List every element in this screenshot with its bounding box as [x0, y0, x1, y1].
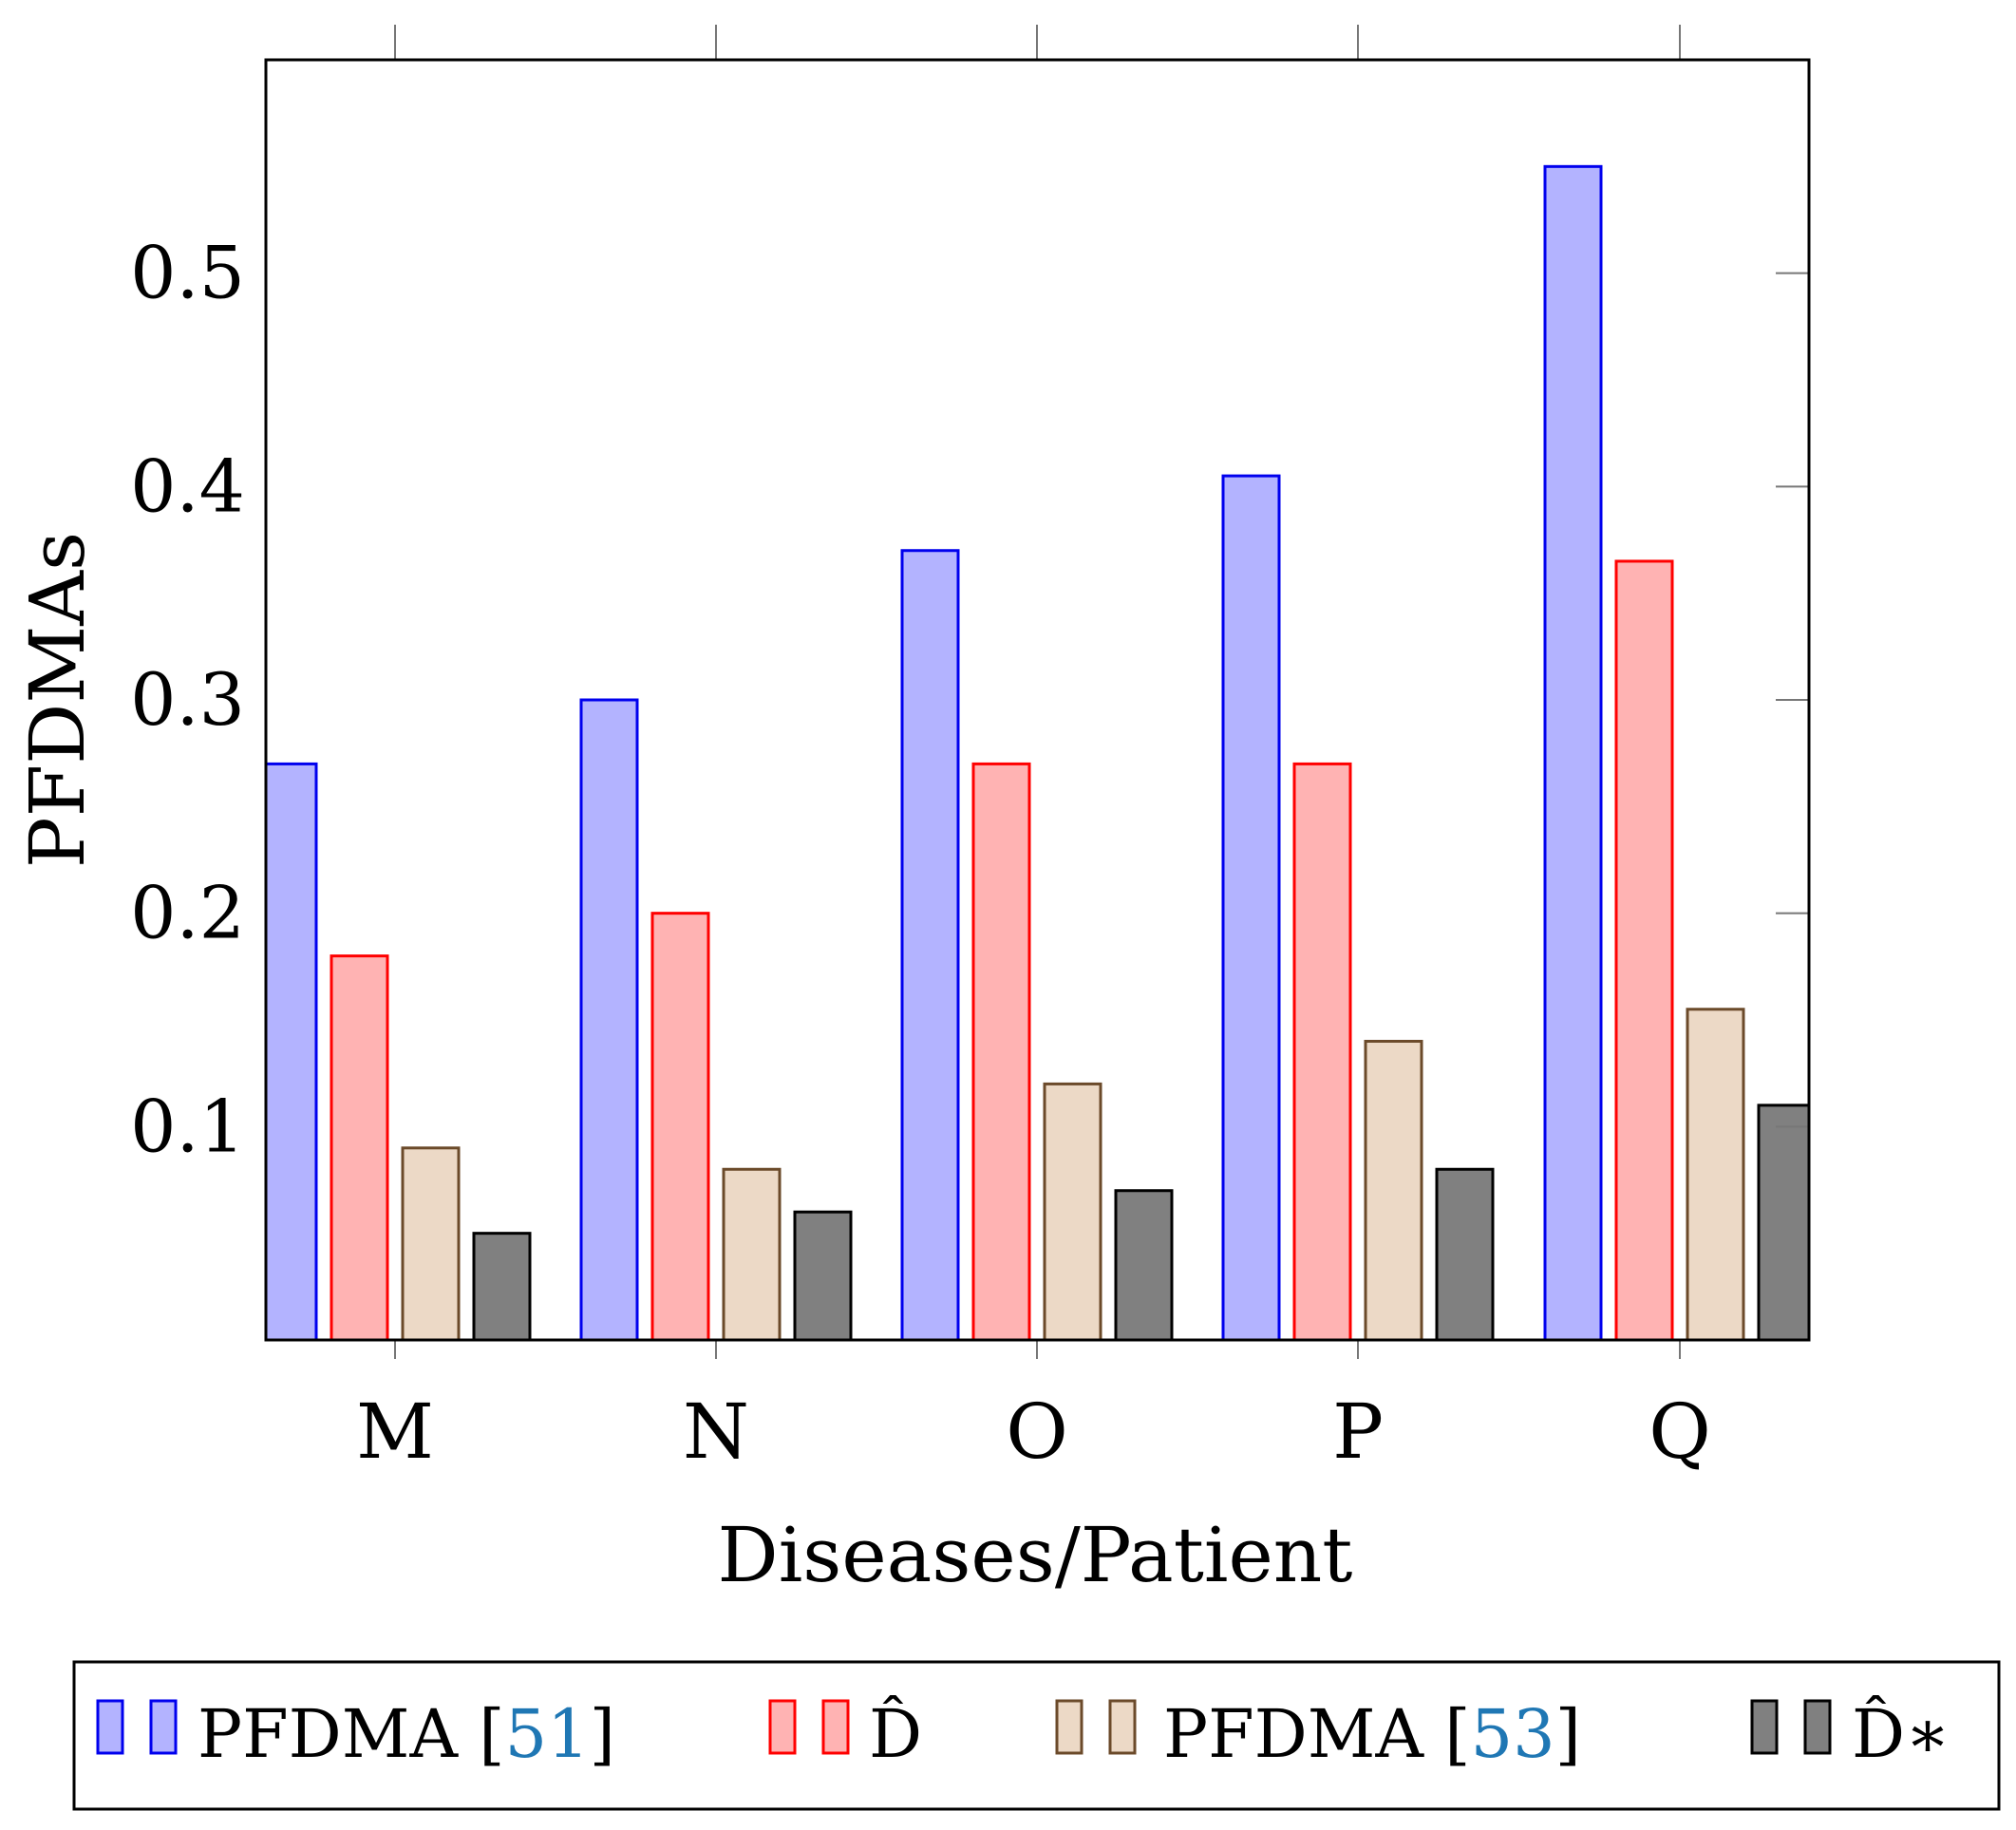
bar-o-series-4 [1114, 1189, 1174, 1340]
x-tick-label-o: O [1006, 1387, 1068, 1476]
legend-swatch [149, 1699, 178, 1755]
legend-swatch [1055, 1699, 1083, 1755]
bars-layer [266, 164, 1809, 1340]
y-tick-label: 0.3 [130, 657, 245, 742]
x-tick-labels: M N O P Q [356, 1387, 1711, 1476]
legend-swatch [1803, 1699, 1832, 1755]
legend-swatch [1750, 1699, 1779, 1755]
x-tick-label-p: P [1332, 1387, 1384, 1476]
x-tick-label-m: M [356, 1387, 434, 1476]
legend-label-1: PFDMA [51] [198, 1695, 615, 1773]
bar-m-series-1 [266, 762, 318, 1340]
y-tick-label: 0.4 [130, 443, 245, 528]
bar-p-series-3 [1364, 1039, 1423, 1340]
y-tick-label: 0.5 [130, 231, 245, 315]
x-tick-label-q: Q [1649, 1387, 1711, 1476]
bar-n-series-3 [722, 1167, 782, 1340]
bar-q-series-3 [1686, 1008, 1745, 1340]
bar-p-series-4 [1435, 1167, 1495, 1340]
legend-label-3: PFDMA [53] [1163, 1695, 1581, 1773]
legend-swatch [821, 1699, 850, 1755]
bar-o-series-3 [1043, 1082, 1102, 1340]
bar-q-series-1 [1543, 164, 1603, 1340]
legend-label-4: D̂∗ [1852, 1695, 1950, 1773]
bar-o-series-1 [900, 549, 960, 1340]
y-tick-labels: 0.1 0.2 0.3 0.4 0.5 [130, 231, 245, 1169]
bar-n-series-4 [793, 1210, 853, 1340]
y-axis-label: PFDMAs [13, 532, 102, 868]
bar-n-series-2 [650, 912, 710, 1340]
ticks-layer [394, 25, 1809, 1359]
legend-swatch [768, 1699, 797, 1755]
legend-swatch [96, 1699, 124, 1755]
bar-q-series-2 [1614, 559, 1674, 1340]
bar-p-series-1 [1221, 474, 1281, 1340]
x-axis-label: Diseases/Patient [718, 1511, 1353, 1599]
bar-q-series-4 [1757, 1104, 1809, 1340]
bar-m-series-4 [472, 1232, 532, 1340]
legend-label-2: D̂ [869, 1695, 922, 1773]
legend-box [72, 1660, 2001, 1811]
bar-n-series-1 [579, 698, 639, 1340]
bar-p-series-2 [1292, 762, 1352, 1340]
bar-o-series-2 [971, 762, 1031, 1340]
legend-swatch [1108, 1699, 1137, 1755]
x-tick-label-n: N [683, 1387, 749, 1476]
y-tick-label: 0.2 [130, 871, 245, 955]
y-tick-label: 0.1 [130, 1084, 245, 1168]
bar-m-series-3 [401, 1146, 461, 1340]
plot-frame [264, 58, 1811, 1342]
legend: PFDMA [51] D̂ PFDMA [53] D̂∗ [96, 1695, 1950, 1773]
bar-m-series-2 [330, 954, 389, 1340]
